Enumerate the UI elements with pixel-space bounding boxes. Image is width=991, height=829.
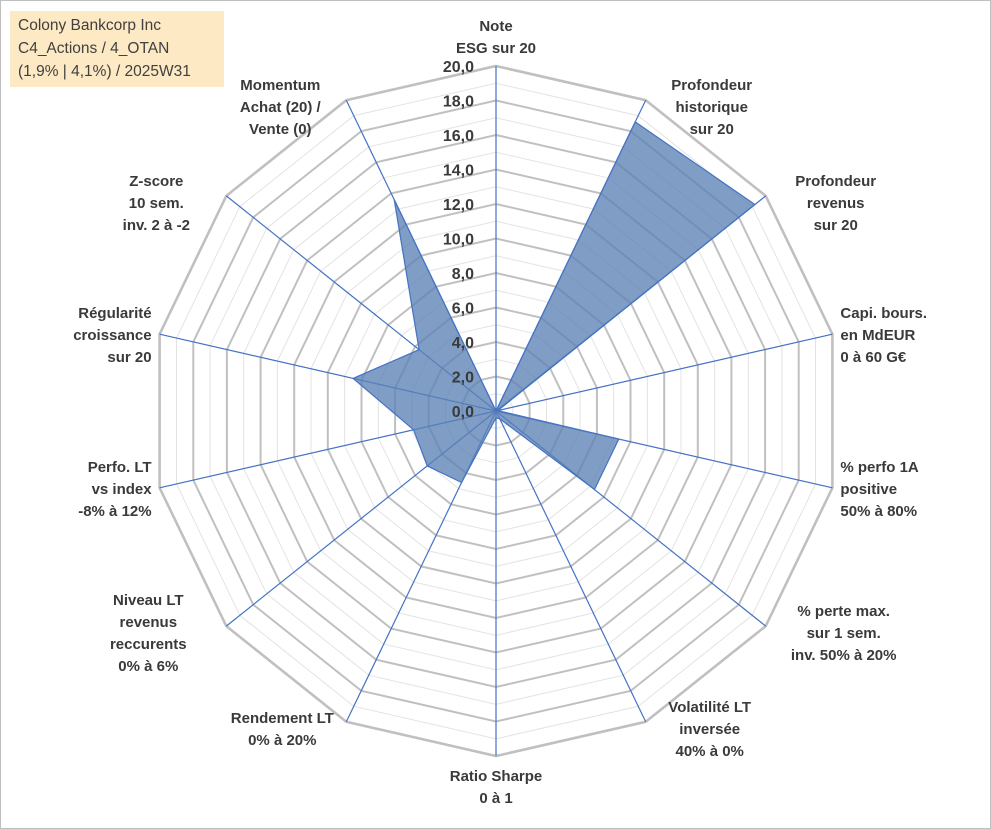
tick-label: 12,0 xyxy=(443,197,474,214)
radial-tick-labels: 0,0 2,0 4,0 6,0 8,0 10,0 12,0 14,0 16,0 18,0 20,0 xyxy=(443,59,474,421)
axis-label: Profondeur xyxy=(671,77,752,94)
axis-label: Momentum xyxy=(240,77,320,94)
axis-label: vs index xyxy=(92,481,153,498)
axis-label: 0 à 1 xyxy=(479,790,512,807)
axis-label: Capi. bours. xyxy=(840,305,927,322)
axis-label: positive xyxy=(840,481,897,498)
axis-label: Rendement LT xyxy=(231,710,334,727)
tick-label: 2,0 xyxy=(452,370,474,387)
axis-label: 0% à 20% xyxy=(248,732,316,749)
axis-label: reccurents xyxy=(110,636,187,653)
axis-label: 0 à 60 G€ xyxy=(840,349,907,366)
axis-label: Régularité xyxy=(78,305,151,322)
axis-label: sur 20 xyxy=(107,349,151,366)
axis-label: Niveau LT xyxy=(113,592,184,609)
axis-label: ESG sur 20 xyxy=(456,40,536,57)
axis-label: Note xyxy=(479,18,512,35)
tick-label: 16,0 xyxy=(443,128,474,145)
axis-label: sur 20 xyxy=(690,121,734,138)
axis-spoke xyxy=(495,333,833,412)
axis-label: 0% à 6% xyxy=(118,658,178,675)
tick-label: 6,0 xyxy=(452,301,474,318)
axis-label: inversée xyxy=(679,721,740,738)
axis-label: revenus xyxy=(120,614,178,631)
axis-label: Vente (0) xyxy=(249,121,312,138)
axis-label: 50% à 80% xyxy=(840,503,917,520)
company-name: Colony Bankcorp Inc xyxy=(18,17,162,34)
axis-label: Z-score xyxy=(129,173,183,190)
axis-label: Volatilité LT xyxy=(668,699,751,716)
axis-label: historique xyxy=(675,99,748,116)
axis-label: Perfo. LT xyxy=(88,459,152,476)
axis-label: revenus xyxy=(807,195,865,212)
axis-label: inv. 2 à -2 xyxy=(123,217,190,234)
performance-week: (1,9% | 4,1%) / 2025W31 xyxy=(18,63,191,80)
axis-label: inv. 50% à 20% xyxy=(791,647,897,664)
tick-label: 8,0 xyxy=(452,266,474,283)
axis-label: sur 1 sem. xyxy=(807,625,881,642)
axis-label: 10 sem. xyxy=(129,195,184,212)
axis-label: % perfo 1A xyxy=(840,459,919,476)
tick-label: 0,0 xyxy=(452,404,474,421)
axis-label: croissance xyxy=(73,327,151,344)
axis-label: Profondeur xyxy=(795,173,876,190)
tick-label: 20,0 xyxy=(443,59,474,76)
axis-labels: Note ESG sur 20 Profondeur historique sur 20… xyxy=(73,18,927,807)
tick-label: 4,0 xyxy=(452,335,474,352)
axis-label: -8% à 12% xyxy=(78,503,151,520)
axis-label: % perte max. xyxy=(797,603,890,620)
tick-label: 14,0 xyxy=(443,163,474,180)
portfolio-category: C4_Actions / 4_OTAN xyxy=(18,40,170,57)
tick-label: 10,0 xyxy=(443,232,474,249)
radar-series xyxy=(351,121,756,491)
stock-info-box: Colony Bankcorp Inc C4_Actions / 4_OTAN … xyxy=(10,11,224,87)
axis-label: 40% à 0% xyxy=(676,743,744,760)
tick-label: 18,0 xyxy=(443,94,474,111)
axis-label: en MdEUR xyxy=(840,327,915,344)
axis-label: Achat (20) / xyxy=(240,99,322,116)
axis-label: Ratio Sharpe xyxy=(450,768,543,785)
axis-spoke xyxy=(495,410,647,723)
axis-label: sur 20 xyxy=(814,217,858,234)
